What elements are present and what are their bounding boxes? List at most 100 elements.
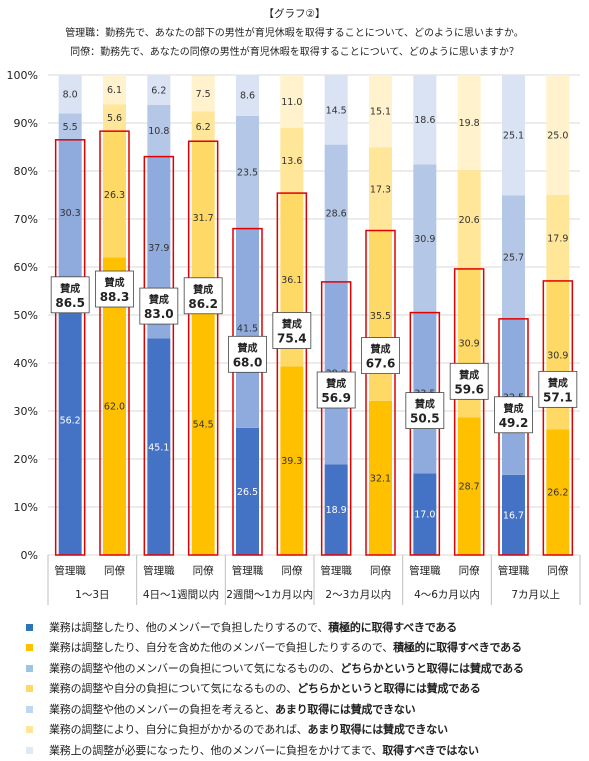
data-label: 5.5 bbox=[63, 122, 78, 133]
x-bar-label: 同僚 bbox=[370, 564, 391, 577]
approval-outline bbox=[187, 140, 219, 556]
y-axis: 0% 10% 20% 30% 40% 50% 60% 70% 80% 90% 100% bbox=[7, 69, 38, 562]
legend-swatch bbox=[26, 746, 33, 754]
data-label: 39.3 bbox=[281, 456, 302, 467]
approval-callout-value: 88.3 bbox=[100, 290, 130, 304]
x-bar-label: 管理職 bbox=[409, 564, 441, 577]
legend-label-normal: 業務は調整したり、他のメンバーで負担したりするので、 bbox=[49, 620, 329, 634]
legend-label-normal: 業務の調整や他のメンバーの負担を考えると、 bbox=[49, 702, 276, 716]
approval-callout-value: 49.2 bbox=[499, 416, 529, 430]
approval-callout bbox=[538, 370, 578, 408]
legend-swatch bbox=[26, 644, 33, 652]
bar-segment bbox=[369, 400, 392, 555]
chart-title-tag: 【グラフ②】 bbox=[264, 7, 326, 20]
x-bar-label: 同僚 bbox=[459, 564, 480, 577]
legend-item: 業務の調整により、自分に負担がかかるのであれば、あまり取得には賛成できない bbox=[26, 720, 586, 741]
legend-label: 業務上の調整が必要になったり、他のメンバーに負担をかけてまで、取得すべきではない bbox=[49, 745, 479, 756]
bar-segment bbox=[324, 464, 348, 555]
data-label: 16.7 bbox=[503, 510, 524, 521]
data-label: 56.2 bbox=[60, 416, 81, 427]
bar-segment bbox=[236, 228, 259, 428]
bar-segment bbox=[280, 127, 304, 194]
approval-callout bbox=[494, 396, 533, 434]
data-label: 23.5 bbox=[237, 168, 258, 179]
y-tick-label: 40% bbox=[14, 357, 38, 370]
data-label: 30.3 bbox=[60, 208, 81, 219]
data-label: 62.0 bbox=[104, 402, 125, 413]
x-bar-label: 管理職 bbox=[320, 564, 352, 577]
bar-segment bbox=[280, 366, 304, 555]
legend-label-normal: 業務上の調整が必要になったり、他のメンバーに負担をかけてまで、 bbox=[49, 743, 383, 757]
data-label: 32.1 bbox=[370, 473, 391, 484]
data-label: 25.1 bbox=[503, 131, 524, 142]
chart-title-colleague: 同僚：勤務先で、あなたの同僚の男性が育児休暇を取得することについて、どのように思… bbox=[70, 45, 519, 58]
bar-segment bbox=[236, 427, 259, 555]
approval-outline bbox=[498, 318, 529, 556]
data-label: 5.6 bbox=[107, 113, 122, 124]
bar-segment bbox=[369, 75, 392, 148]
data-label: 30.9 bbox=[547, 351, 568, 362]
legend: 業務は調整したり、他のメンバーで負担したりするので、積極的に取得すべきである 業務… bbox=[26, 617, 586, 761]
stacked-bar-chart: 【グラフ②】 管理職：勤務先で、あなたの部下の男性が育児休暇を取得することについ… bbox=[7, 7, 581, 605]
bar-segment bbox=[324, 144, 348, 282]
approval-callout-label: 賛成 bbox=[415, 398, 435, 411]
bar-segment bbox=[191, 293, 215, 555]
approval-callout-value: 86.2 bbox=[188, 297, 218, 311]
bar-segment bbox=[324, 75, 348, 145]
approval-callout-value: 50.5 bbox=[410, 412, 440, 426]
approval-outline bbox=[99, 130, 130, 556]
data-label: 6.1 bbox=[107, 85, 122, 96]
bar-segment bbox=[236, 115, 259, 229]
bar-segment bbox=[280, 75, 304, 128]
x-bar-label: 管理職 bbox=[498, 564, 530, 577]
data-label: 14.5 bbox=[326, 105, 347, 116]
chart-title-manager: 管理職：勤務先で、あなたの部下の男性が育児休暇を取得することについて、どのように… bbox=[65, 26, 524, 39]
legend-label-bold: どちらかというと取得には賛成である bbox=[340, 661, 524, 675]
legend-swatch bbox=[26, 685, 33, 693]
data-label: 30.9 bbox=[459, 339, 480, 350]
y-tick-label: 100% bbox=[7, 69, 38, 82]
data-label: 13.6 bbox=[281, 156, 302, 167]
data-label: 17.9 bbox=[547, 233, 568, 244]
data-label: 8.0 bbox=[63, 90, 78, 101]
bar-segment bbox=[58, 285, 82, 555]
y-tick-label: 80% bbox=[14, 165, 38, 178]
data-label: 17.0 bbox=[414, 510, 435, 521]
approval-outline bbox=[320, 281, 352, 556]
approval-callout-label: 賛成 bbox=[548, 376, 568, 389]
data-label: 45.1 bbox=[148, 442, 169, 453]
x-bar-label: 同僚 bbox=[193, 564, 214, 577]
approval-callout-value: 67.6 bbox=[366, 357, 396, 371]
bar-segment bbox=[103, 131, 126, 258]
bar-segment bbox=[58, 75, 82, 114]
bar-segment bbox=[457, 170, 481, 269]
data-label: 7.5 bbox=[196, 89, 211, 100]
bar-segment bbox=[546, 195, 570, 281]
approval-callout bbox=[183, 277, 223, 315]
data-label: 25.0 bbox=[547, 131, 568, 142]
approval-callout-label: 賛成 bbox=[282, 318, 302, 331]
legend-label-bold: あまり取得には賛成できない bbox=[275, 702, 416, 716]
data-label: 35.5 bbox=[370, 311, 391, 322]
legend-item: 業務の調整や他のメンバーの負担について気になるものの、どちらかというと取得には賛… bbox=[26, 658, 586, 679]
approval-callout-label: 賛成 bbox=[326, 377, 346, 390]
x-axis: 管理職 同僚 管理職 同僚 管理職 同僚 管理職 同僚 管理職 同僚 管理職 同僚 1～3日 4日～1週間… bbox=[47, 555, 581, 605]
bar-segment bbox=[413, 164, 437, 313]
approval-callout bbox=[139, 287, 179, 325]
bar-segment bbox=[457, 75, 481, 171]
approval-outline bbox=[232, 227, 263, 556]
bar-segment bbox=[147, 338, 171, 555]
bar-segment bbox=[191, 141, 215, 294]
bar-segment bbox=[546, 429, 570, 555]
approval-callout bbox=[449, 362, 489, 400]
data-label: 37.9 bbox=[148, 243, 169, 254]
bar-segment bbox=[103, 104, 126, 132]
legend-label: 業務の調整や自分の負担について気になるものの、どちらかというと取得には賛成である bbox=[49, 683, 481, 694]
approval-callout-label: 賛成 bbox=[60, 282, 80, 295]
bar-segment bbox=[147, 104, 171, 157]
data-label: 41.5 bbox=[237, 324, 258, 335]
x-bar-label: 同僚 bbox=[547, 564, 568, 577]
bar-segment bbox=[236, 74, 259, 116]
bar-segment bbox=[457, 417, 481, 555]
approval-callout-value: 86.5 bbox=[55, 296, 85, 310]
